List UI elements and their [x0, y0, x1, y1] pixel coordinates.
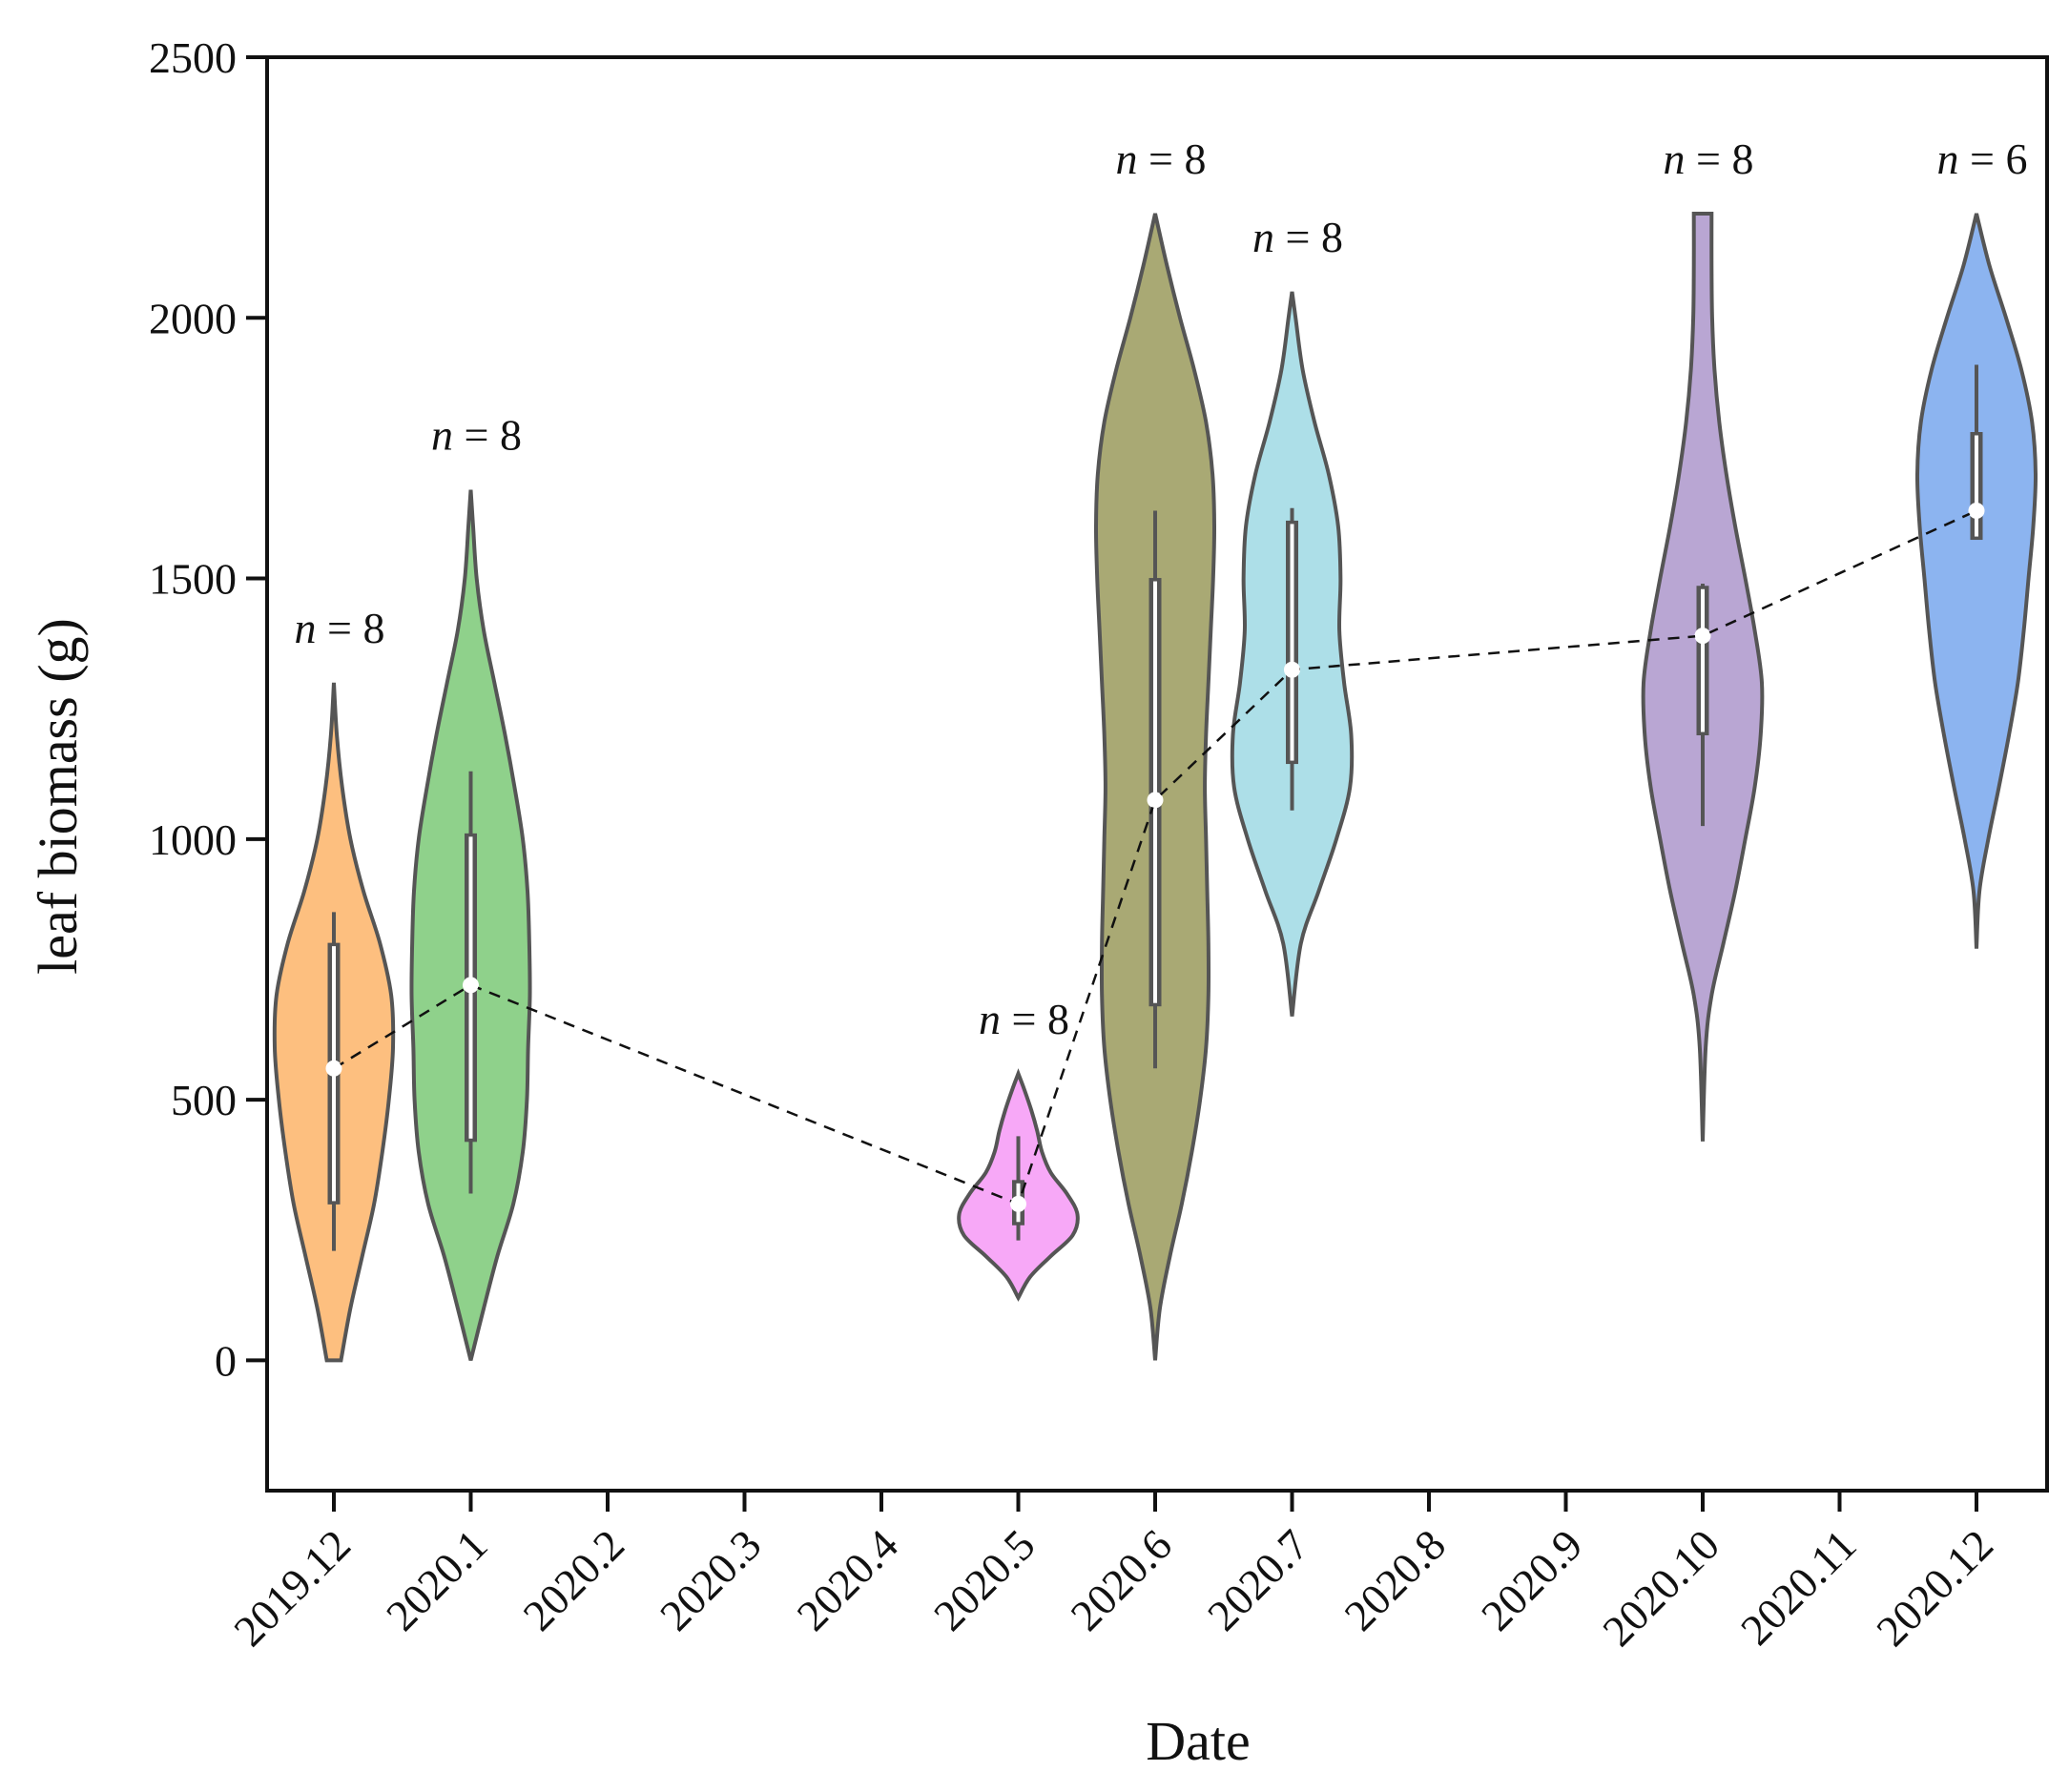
y-tick-label: 2000 [149, 294, 237, 342]
sample-size-value: = 8 [327, 604, 384, 652]
sample-size-label: n = 8 [1664, 134, 1754, 183]
sample-size-symbol: n [431, 411, 465, 460]
labels: Date leaf biomass (g) [27, 618, 1251, 1772]
median-trend [326, 503, 1984, 1212]
sample-size-value: = 8 [1148, 134, 1206, 183]
sample-size-value: = 6 [1970, 134, 2027, 183]
x-axis-title: Date [1146, 1710, 1251, 1772]
median-trend-point [463, 977, 479, 993]
sample-size-value: = 8 [465, 411, 522, 460]
sample-size-symbol: n [1252, 213, 1286, 261]
sample-size-symbol: n [979, 995, 1012, 1043]
violin-body [1914, 213, 2038, 949]
sample-size-label: n = 8 [1116, 134, 1207, 183]
violin-iqr-highlight [1290, 524, 1294, 761]
sample-size-symbol: n [1116, 134, 1149, 183]
median-trend-point [1284, 662, 1300, 678]
median-trend-point [1695, 628, 1710, 644]
sample-size-value: = 8 [1012, 995, 1069, 1043]
sample-size-value: = 8 [1696, 134, 1753, 183]
sample-size-label: n = 8 [1252, 213, 1343, 261]
sample-size-label: n = 8 [295, 604, 385, 652]
sample-size-value: = 8 [1286, 213, 1343, 261]
sample-size-label: n = 8 [979, 995, 1069, 1043]
sample-size-label: n = 6 [1937, 134, 2028, 183]
median-trend-point [1969, 503, 1984, 519]
y-axis-title: leaf biomass (g) [27, 618, 89, 975]
y-tick-label: 2500 [149, 33, 237, 82]
y-tick-label: 1500 [149, 555, 237, 604]
median-trend-point [1010, 1196, 1026, 1212]
median-trend-point [1148, 792, 1163, 808]
sample-size-symbol: n [1664, 134, 1697, 183]
y-tick-label: 1000 [149, 815, 237, 864]
y-tick-label: 0 [215, 1336, 237, 1385]
sample-size-symbol: n [1937, 134, 1971, 183]
sample-size-label: n = 8 [431, 411, 522, 460]
y-tick-label: 500 [171, 1076, 237, 1124]
violin-iqr-highlight [1975, 435, 1978, 537]
sample-size-symbol: n [295, 604, 328, 652]
violin-iqr-highlight [1701, 588, 1705, 732]
median-trend-point [326, 1061, 341, 1077]
